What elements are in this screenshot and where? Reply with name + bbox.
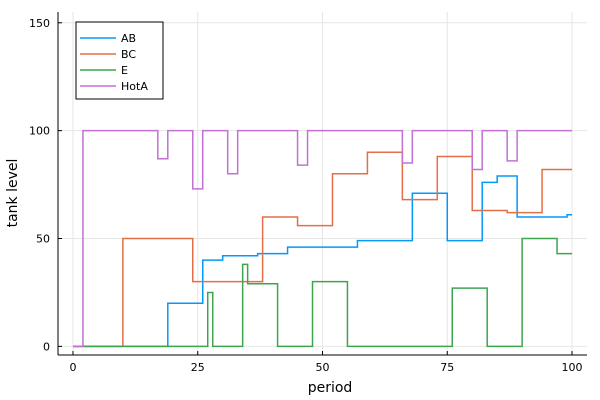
x-tick-label: 100 — [562, 361, 583, 374]
series-line-e — [72, 237, 573, 348]
series-line-bc — [72, 151, 573, 348]
series-line-ab — [72, 175, 573, 348]
x-tick-label: 0 — [69, 361, 76, 374]
legend-label-ab: AB — [121, 32, 136, 45]
tick-labels: 0 25 50 75 100 0 50 100 150 — [29, 17, 583, 374]
axes — [57, 12, 587, 356]
y-tick-label: 0 — [43, 340, 50, 353]
x-tick-label: 50 — [316, 361, 330, 374]
x-tick-label: 75 — [440, 361, 454, 374]
series-line-hota — [72, 129, 573, 348]
y-tick-label: 150 — [29, 17, 50, 30]
legend-label-e: E — [121, 64, 128, 77]
x-axis-title: period — [308, 380, 353, 396]
legend-box — [75, 21, 164, 100]
plot-area — [72, 129, 573, 348]
y-tick-label: 100 — [29, 125, 50, 138]
legend: AB BC E HotA — [75, 21, 164, 100]
legend-label-bc: BC — [121, 48, 136, 61]
y-tick-label: 50 — [36, 233, 50, 246]
y-axis-title: tank level — [5, 159, 21, 228]
legend-label-hota: HotA — [121, 80, 148, 93]
x-tick-label: 25 — [191, 361, 205, 374]
